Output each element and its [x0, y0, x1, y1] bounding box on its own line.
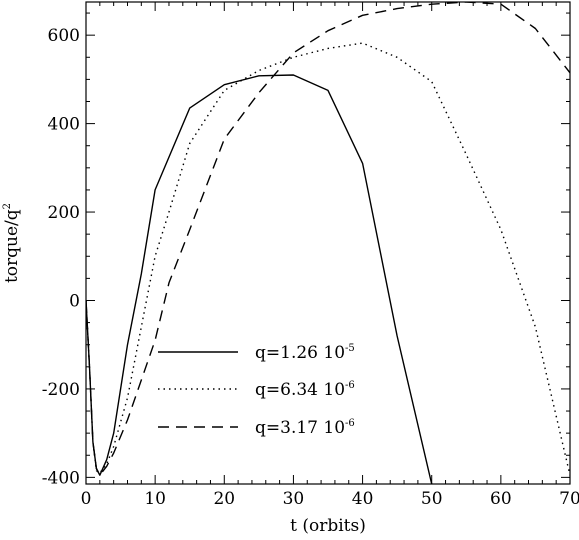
x-axis-label: t (orbits) [290, 516, 366, 536]
legend-label-exponent: -5 [345, 343, 355, 354]
y-axis-label-base: torque/q [2, 209, 22, 283]
y-tick-label: 600 [48, 26, 80, 46]
legend-label-1: q=1.26 10-5 [255, 343, 355, 363]
axis-ticks: 0 10 20 30 40 50 60 70 -400 -200 0 200 400 600 [42, 2, 579, 509]
x-tick-label: 0 [81, 489, 92, 509]
legend-label-base: 10 [318, 380, 345, 400]
x-tick-label: 40 [352, 489, 374, 509]
x-tick-label: 10 [144, 489, 166, 509]
x-tick-label: 30 [283, 489, 305, 509]
x-tick-label: 70 [559, 489, 579, 509]
y-tick-label: 0 [69, 291, 80, 311]
legend-label-value: q=3.17 [255, 418, 318, 438]
x-tick-label: 20 [213, 489, 235, 509]
y-tick-label: -200 [42, 380, 80, 400]
y-axis-label-superscript: 2 [2, 203, 13, 209]
y-tick-label: 400 [48, 115, 80, 135]
plot-frame [85, 1, 571, 485]
legend-label-value: q=1.26 [255, 343, 318, 363]
x-tick-label: 50 [421, 489, 443, 509]
legend-label-base: 10 [318, 343, 345, 363]
x-tick-label: 60 [490, 489, 512, 509]
legend-label-base: 10 [318, 418, 345, 438]
y-tick-label: 200 [48, 203, 80, 223]
legend-label-value: q=6.34 [255, 380, 318, 400]
legend-label-2: q=6.34 10-6 [255, 380, 355, 400]
legend-label-3: q=3.17 10-6 [255, 418, 355, 438]
legend: q=1.26 10-5q=6.34 10-6q=3.17 10-6 [158, 343, 355, 438]
series-line-2 [86, 42, 570, 476]
y-axis-label: torque/q2 [2, 203, 22, 283]
series-layer [86, 2, 570, 484]
legend-label-exponent: -6 [345, 418, 355, 429]
series-line-3 [86, 2, 570, 476]
y-tick-label: -400 [42, 468, 80, 488]
legend-label-exponent: -6 [345, 380, 355, 391]
